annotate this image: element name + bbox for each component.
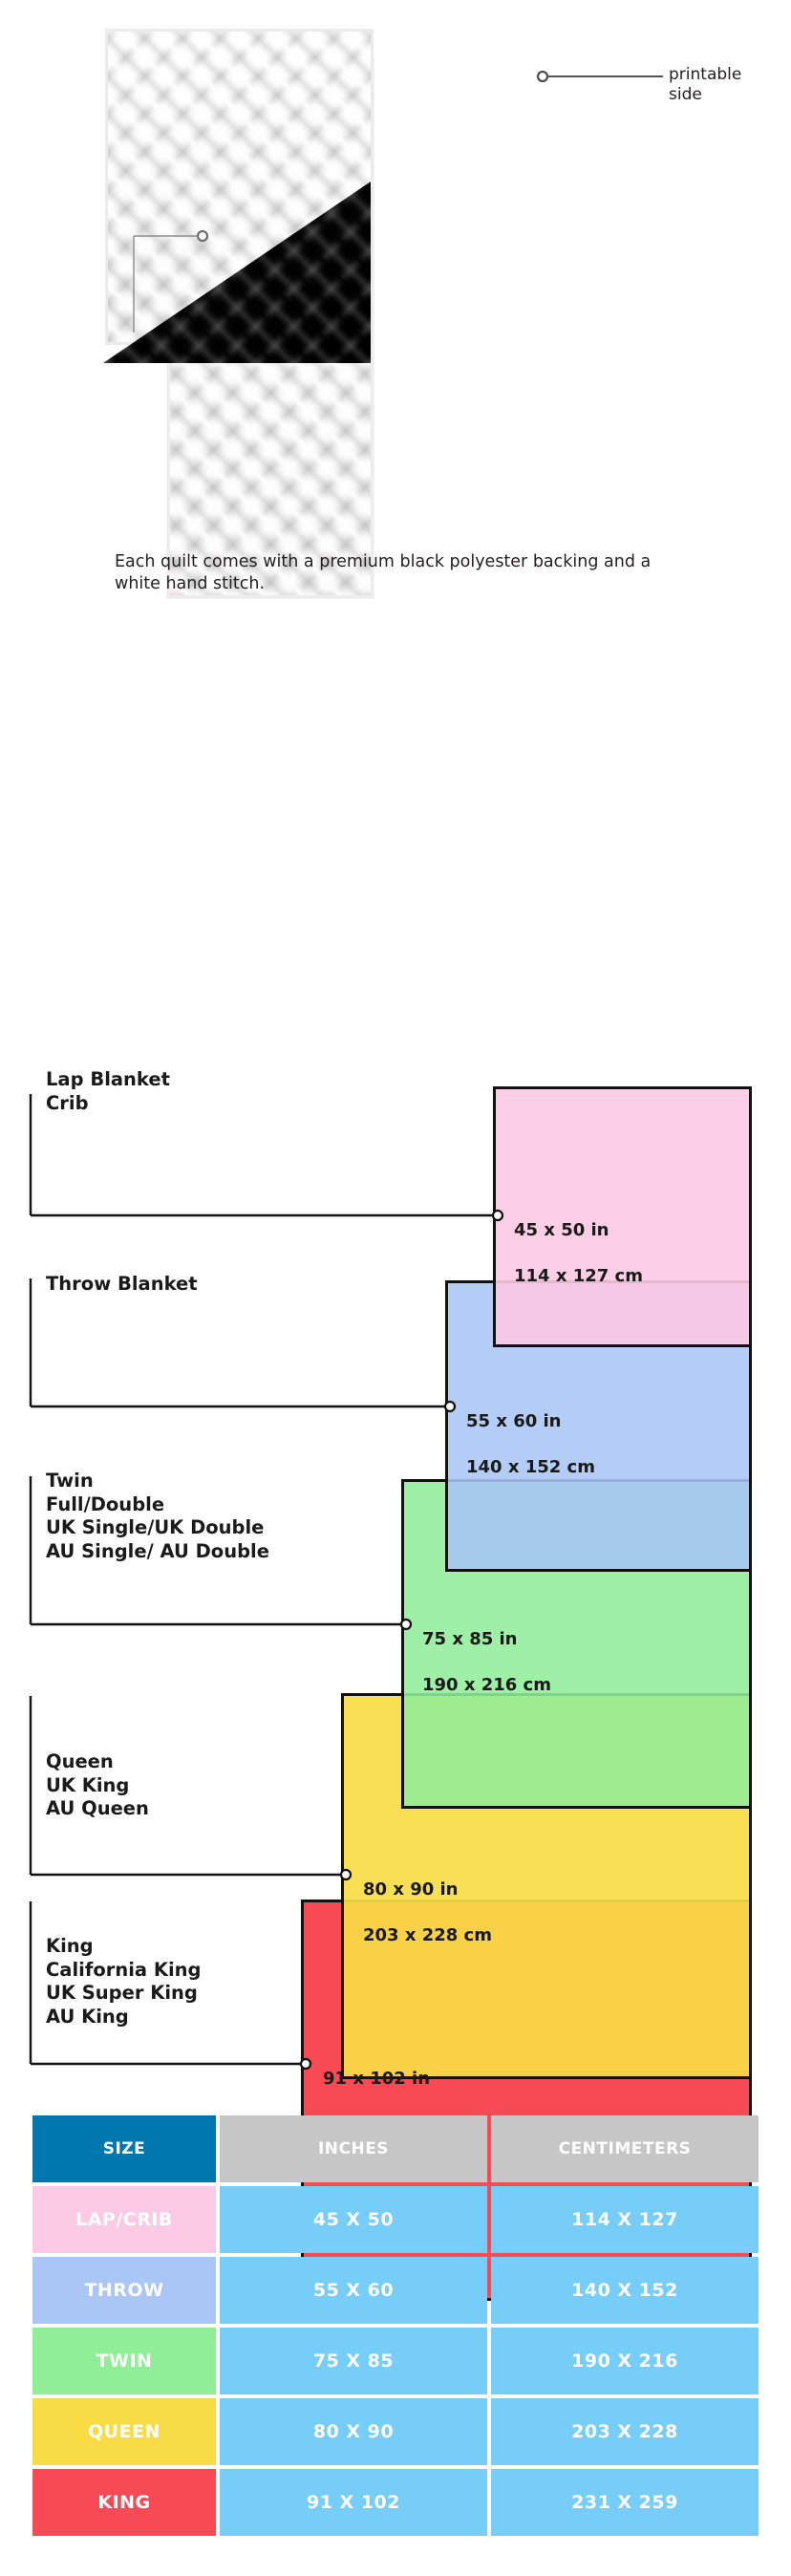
size-dims-twin: 75 x 85 in 190 x 216 cm bbox=[422, 1605, 551, 1697]
table-row: LAP/CRIB 45 X 50 114 X 127 bbox=[32, 2186, 759, 2253]
quilt-illustration: printable side Each quilt comes with a p… bbox=[0, 0, 791, 631]
table-cell-cm-twin: 190 X 216 bbox=[491, 2328, 759, 2394]
table-cell-size-lap-crib: LAP/CRIB bbox=[32, 2186, 216, 2253]
size-label-queen: Queen UK King AU Queen bbox=[46, 1750, 149, 1819]
table-cell-inches-king: 91 X 102 bbox=[220, 2469, 487, 2536]
table-cell-cm-queen: 203 X 228 bbox=[491, 2398, 759, 2465]
size-dims-lap-crib-cm: 114 x 127 cm bbox=[514, 1266, 643, 1286]
size-dims-king-inches: 91 x 102 in bbox=[323, 2069, 431, 2089]
size-dims-queen-inches: 80 x 90 in bbox=[363, 1879, 459, 1900]
size-label-lap-crib: Lap Blanket Crib bbox=[46, 1068, 170, 1114]
size-dims-lap-crib-inches: 45 x 50 in bbox=[514, 1220, 609, 1240]
quilt-backing-note: Each quilt comes with a premium black po… bbox=[115, 552, 652, 593]
table-row: THROW 55 X 60 140 X 152 bbox=[32, 2257, 759, 2324]
table-cell-size-king: KING bbox=[32, 2469, 216, 2536]
queen-marker-icon bbox=[339, 1868, 353, 1881]
throw-marker-icon bbox=[443, 1400, 457, 1413]
table-header-inches: INCHES bbox=[220, 2115, 487, 2182]
table-header-size: SIZE bbox=[32, 2115, 216, 2182]
printable-side-marker-icon bbox=[536, 70, 549, 83]
table-header-centimeters: CENTIMETERS bbox=[491, 2115, 759, 2182]
size-dims-twin-inches: 75 x 85 in bbox=[422, 1629, 518, 1649]
size-comparison-diagram: Lap Blanket Crib Throw Blanket Twin Full… bbox=[0, 669, 791, 2301]
table-cell-cm-king: 231 X 259 bbox=[491, 2469, 759, 2536]
size-dims-throw: 55 x 60 in 140 x 152 cm bbox=[466, 1387, 595, 1479]
table-row: QUEEN 80 X 90 203 X 228 bbox=[32, 2398, 759, 2465]
table-cell-size-queen: QUEEN bbox=[32, 2398, 216, 2465]
size-dims-queen-cm: 203 x 228 cm bbox=[363, 1925, 492, 1945]
table-header-row: SIZE INCHES CENTIMETERS bbox=[32, 2115, 759, 2182]
table-row: TWIN 75 X 85 190 X 216 bbox=[32, 2328, 759, 2394]
backing-marker-icon bbox=[196, 229, 209, 243]
size-dims-queen: 80 x 90 in 203 x 228 cm bbox=[363, 1856, 492, 1947]
size-dims-lap-crib: 45 x 50 in 114 x 127 cm bbox=[514, 1196, 643, 1288]
size-diagram-leader-lines bbox=[29, 1094, 504, 2071]
size-dims-throw-inches: 55 x 60 in bbox=[466, 1411, 562, 1431]
size-label-twin: Twin Full/Double UK Single/UK Double AU … bbox=[46, 1470, 269, 1562]
twin-marker-icon bbox=[399, 1618, 413, 1631]
size-label-king: King California King UK Super King AU Ki… bbox=[46, 1935, 202, 2028]
table-row: KING 91 X 102 231 X 259 bbox=[32, 2469, 759, 2536]
size-table: SIZE INCHES CENTIMETERS LAP/CRIB 45 X 50… bbox=[29, 2112, 762, 2540]
size-dims-throw-cm: 140 x 152 cm bbox=[466, 1457, 595, 1477]
printable-side-label: printable side bbox=[669, 65, 742, 104]
table-cell-cm-throw: 140 X 152 bbox=[491, 2257, 759, 2324]
table-cell-size-throw: THROW bbox=[32, 2257, 216, 2324]
table-cell-inches-lap-crib: 45 X 50 bbox=[220, 2186, 487, 2253]
table-cell-inches-twin: 75 X 85 bbox=[220, 2328, 487, 2394]
size-label-throw: Throw Blanket bbox=[46, 1273, 198, 1295]
table-cell-inches-throw: 55 X 60 bbox=[220, 2257, 487, 2324]
king-marker-icon bbox=[299, 2057, 312, 2071]
table-cell-cm-lap-crib: 114 X 127 bbox=[491, 2186, 759, 2253]
quilt-callout-lines bbox=[133, 70, 663, 333]
size-dims-twin-cm: 190 x 216 cm bbox=[422, 1675, 551, 1695]
table-cell-size-twin: TWIN bbox=[32, 2328, 216, 2394]
table-cell-inches-queen: 80 X 90 bbox=[220, 2398, 487, 2465]
lap-crib-marker-icon bbox=[491, 1209, 504, 1222]
